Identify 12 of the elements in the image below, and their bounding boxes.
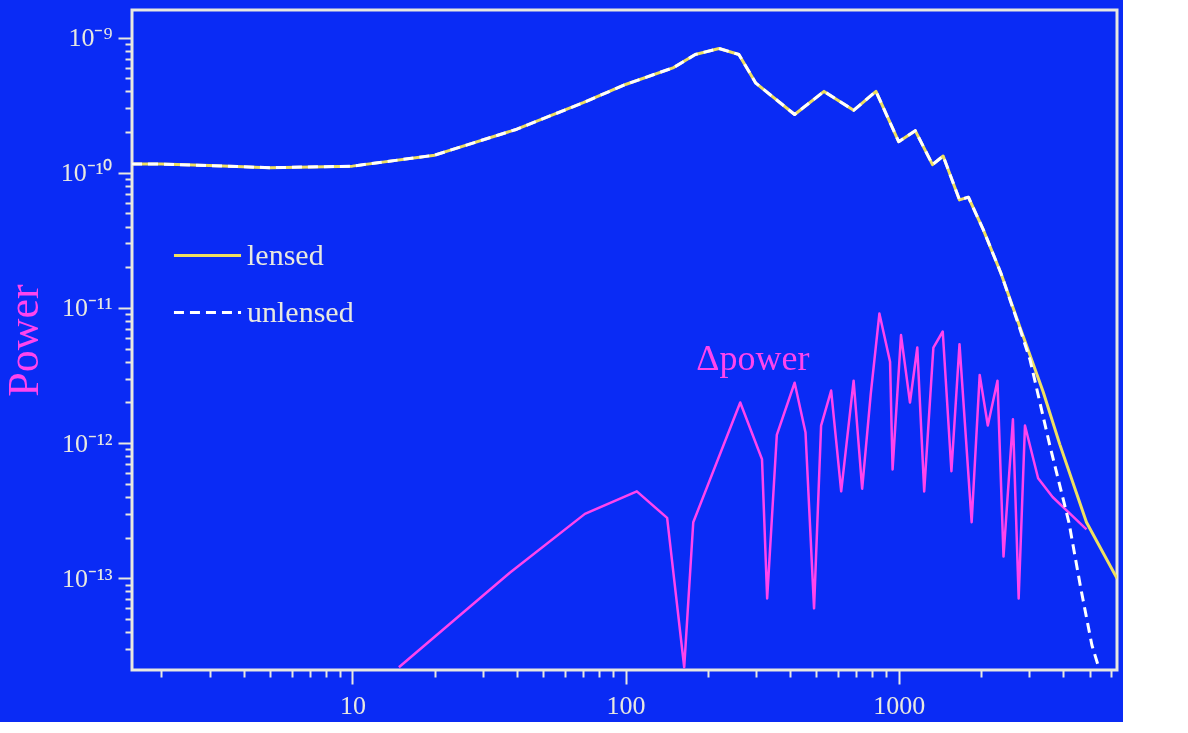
- series-label: Δpower: [696, 337, 810, 378]
- x-tick-label: 10: [339, 690, 366, 720]
- y-tick-label: 10⁻⁹: [68, 23, 113, 53]
- y-tick-label: 10⁻¹³: [61, 563, 113, 593]
- y-axis-title: Power: [0, 283, 48, 397]
- legend-label: lensed: [247, 237, 324, 271]
- y-tick-label: 10⁻¹¹: [61, 293, 113, 323]
- y-tick-label: 10⁻¹⁰: [60, 158, 113, 188]
- legend-label: unlensed: [247, 294, 354, 328]
- x-tick-label: 1000: [873, 690, 926, 720]
- y-tick-label: 10⁻¹²: [61, 428, 113, 458]
- x-tick-label: 100: [606, 690, 646, 720]
